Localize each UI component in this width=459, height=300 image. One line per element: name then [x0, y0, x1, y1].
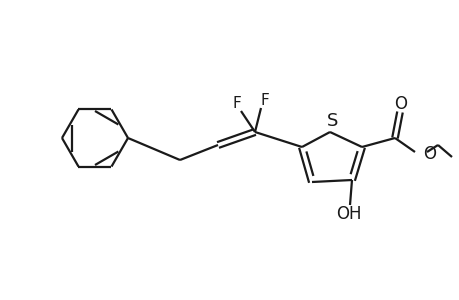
- Text: O: O: [422, 145, 435, 163]
- Text: OH: OH: [336, 205, 361, 223]
- Text: S: S: [327, 112, 338, 130]
- Text: O: O: [394, 95, 407, 113]
- Text: F: F: [260, 92, 269, 107]
- Text: F: F: [232, 95, 241, 110]
